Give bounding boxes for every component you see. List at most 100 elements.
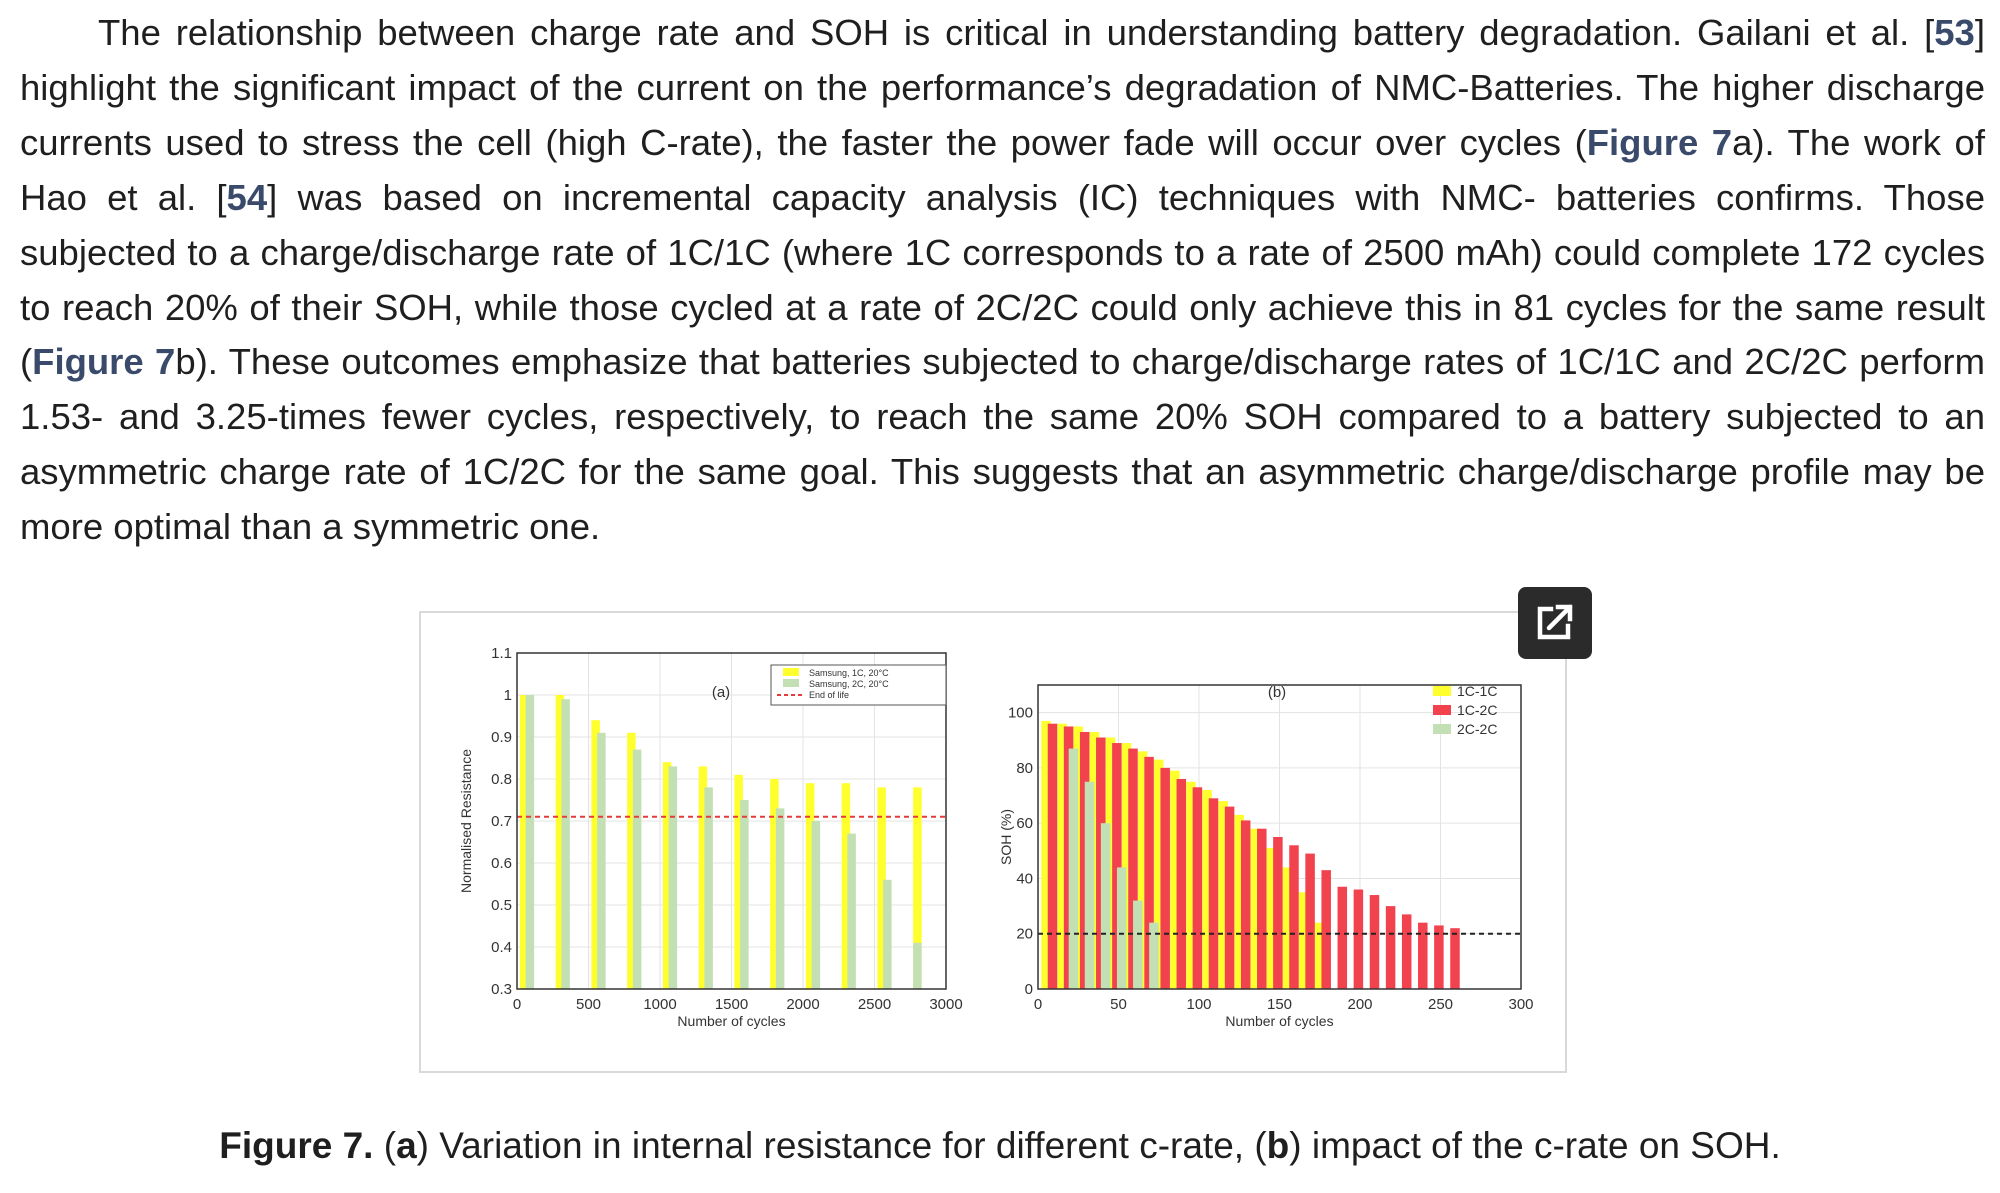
chart-a-y-tick-label: 0.5 [491, 897, 512, 914]
chart-b-legend-swatch [1433, 705, 1451, 715]
chart-a-bar-series1 [775, 808, 785, 989]
chart-b-x-tick-label: 200 [1347, 996, 1372, 1013]
chart-a-bar-series0 [519, 695, 529, 989]
chart-b-bar-series0 [1154, 759, 1164, 989]
chart-a-bar-series1 [561, 699, 570, 989]
chart-a-x-tick-label: 500 [576, 996, 601, 1013]
body-paragraph: The relationship between charge rate and… [20, 6, 1985, 555]
chart-a-legend-swatch [783, 679, 799, 687]
chart-a-bar-series2 [913, 942, 922, 989]
chart-b-bar-series1 [1353, 889, 1364, 989]
chart-b-bar-series1 [1208, 798, 1219, 989]
chart-b-bar-series2 [1116, 867, 1127, 989]
chart-a-bar-series1 [811, 821, 821, 989]
chart-b-bar-series1 [1047, 723, 1058, 989]
figure-7a-link[interactable]: Figure 7 [1586, 121, 1733, 163]
chart-a-y-tick-label: 0.3 [491, 981, 512, 998]
chart-b-bar-series1 [1418, 922, 1428, 989]
paragraph-text-2: ] highlight the significant impact of th… [20, 12, 1985, 163]
chart-b-bar-series1 [1257, 828, 1267, 989]
reference-link-53[interactable]: 53 [1934, 12, 1975, 53]
chart-a-bar-series1 [740, 800, 749, 989]
chart-a-y-tick-label: 0.4 [491, 939, 512, 956]
chart-b-bar-series1 [1434, 925, 1444, 989]
chart-a-bar-series1 [847, 833, 856, 989]
figure-7-image[interactable]: 0 500 1000 1500 2000 2500 3000 0.3 0.4 0.5 0.6 0.7 0… [419, 611, 1567, 1073]
chart-a-bar-series1 [632, 749, 642, 989]
chart-b-y-tick-label: 80 [1016, 760, 1033, 777]
paragraph-text-3: a). The work of Hao et al. [ [20, 121, 1985, 218]
chart-b-bar-series0 [1105, 737, 1116, 989]
chart-b-bar-series1 [1369, 895, 1380, 989]
chart-b-bar-series0 [1234, 814, 1244, 989]
chart-a-legend-label: Samsung, 2C, 20°C [809, 679, 889, 689]
chart-a-panel-label: (a) [712, 684, 730, 701]
figure-caption: Figure 7. (a) Variation in internal resi… [0, 1125, 2000, 1167]
chart-b-x-tick-label: 100 [1186, 996, 1211, 1013]
chart-a-bar-series0 [877, 787, 886, 989]
chart-b-bar-series0 [1218, 801, 1228, 989]
chart-b-x-axis-label: Number of cycles [1225, 1013, 1333, 1029]
chart-b-bar-series0 [1089, 731, 1100, 989]
chart-a-x-tick-label: 2500 [858, 996, 891, 1013]
chart-b-bar-series1 [1096, 737, 1106, 989]
chart-a-plot-frame [516, 652, 947, 990]
paragraph-text-1: The relationship between charge rate and… [98, 12, 1935, 53]
chart-a-legend-label: End of life [809, 690, 849, 700]
expand-figure-button[interactable] [1518, 587, 1592, 659]
chart-a-bar-series0 [805, 783, 815, 989]
chart-b-bar-series1 [1063, 726, 1074, 989]
chart-b-bar-series0 [1298, 892, 1309, 989]
chart-a-bar-series0 [662, 762, 672, 989]
chart-b-bar-series1 [1160, 767, 1170, 989]
figure-7b-link[interactable]: Figure 7 [32, 341, 176, 383]
chart-b-y-axis-label: SOH (%) [998, 809, 1014, 865]
chart-b-plot-frame [1037, 684, 1522, 990]
caption-label: Figure 7. [219, 1125, 374, 1166]
chart-a-bar-series1 [597, 732, 606, 989]
chart-b-x-tick-label: 300 [1508, 996, 1533, 1013]
chart-a-bar-series0 [841, 783, 851, 989]
chart-b-bar-series0 [1282, 867, 1293, 989]
chart-b-bar-series0 [1041, 720, 1051, 989]
chart-b-bar-series2 [1133, 900, 1143, 989]
chart-a-bar-series0 [913, 787, 922, 989]
chart-b-legend-swatch [1433, 724, 1451, 734]
chart-b-legend-swatch [1433, 686, 1451, 696]
chart-b-bar-series1 [1385, 906, 1396, 989]
chart-b-bar-series1 [1112, 743, 1122, 989]
chart-b-y-tick-label: 20 [1016, 926, 1033, 943]
chart-a-bar-series1 [883, 879, 892, 989]
chart-b-bar-series2 [1149, 922, 1159, 989]
chart-a-x-tick-label: 1000 [643, 996, 676, 1013]
chart-b-bar-series2 [1068, 748, 1079, 989]
chart-a-x-tick-label: 0 [513, 996, 521, 1013]
chart-a-legend-swatch [783, 668, 799, 676]
chart-b-x-tick-label: 250 [1428, 996, 1453, 1013]
chart-a-legend-label: Samsung, 1C, 20°C [809, 668, 889, 678]
chart-b-x-tick-label: 50 [1110, 996, 1127, 1013]
chart-a-y-tick-label: 0.9 [491, 729, 512, 746]
chart-b-x-tick-label: 150 [1267, 996, 1292, 1013]
chart-b-bar-series2 [1100, 823, 1111, 989]
chart-b-bar-series1 [1240, 820, 1251, 989]
chart-b-bar-series2 [1084, 781, 1095, 989]
chart-b-y-tick-label: 100 [1008, 705, 1033, 722]
chart-b-bar-series1 [1176, 778, 1187, 989]
chart-a-y-tick-label: 0.7 [491, 813, 512, 830]
chart-b-bar-series0 [1266, 848, 1277, 989]
chart-b-bar-series1 [1079, 731, 1090, 989]
paragraph-text-5: b). These outcomes emphasize that batter… [20, 341, 1985, 548]
chart-b-bar-series1 [1144, 756, 1154, 989]
caption-panel-a: a [396, 1125, 417, 1166]
chart-a-bar-series0 [734, 774, 743, 989]
caption-text-2: ) Variation in internal resistance for d… [416, 1125, 1267, 1166]
chart-b-bar-series0 [1137, 751, 1148, 989]
chart-b-bar-series0 [1315, 922, 1325, 989]
chart-a-y-tick-label: 0.6 [491, 855, 512, 872]
chart-a-bar-series0 [591, 720, 600, 989]
chart-a-bar-series1 [704, 787, 713, 989]
paragraph-text-4: ] was based on incremental capacity anal… [20, 176, 1986, 383]
reference-link-54[interactable]: 54 [226, 176, 268, 218]
chart-b-y-tick-label: 60 [1016, 815, 1033, 832]
